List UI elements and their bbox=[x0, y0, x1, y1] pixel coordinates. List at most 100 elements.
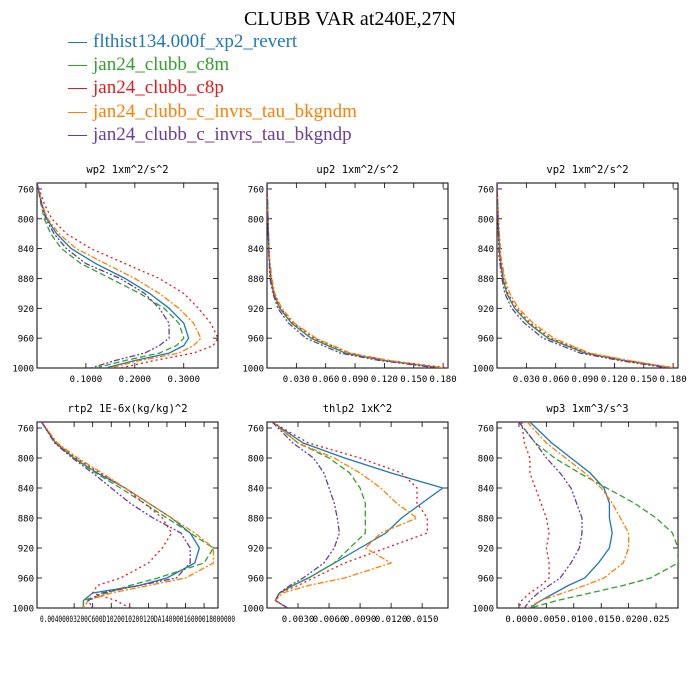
legend-label: jan24_clubb_c_invrs_tau_bkgndp bbox=[93, 124, 352, 146]
x-tick-label: 0.1000 bbox=[70, 375, 103, 385]
panel-frame bbox=[496, 182, 679, 369]
y-tick-label: 960 bbox=[248, 575, 264, 585]
series-line bbox=[497, 183, 677, 368]
series-line bbox=[271, 422, 419, 608]
y-tick-label: 920 bbox=[18, 305, 34, 315]
series-line bbox=[497, 183, 674, 368]
y-tick-label: 960 bbox=[248, 335, 264, 345]
x-tick-label: 0.010 bbox=[560, 615, 587, 625]
y-tick-label: 760 bbox=[248, 425, 264, 435]
panel-frame bbox=[496, 421, 679, 609]
legend-swatch: — bbox=[68, 124, 87, 146]
y-tick-label: 840 bbox=[478, 485, 494, 495]
y-tick-label: 920 bbox=[478, 305, 494, 315]
series-line bbox=[37, 183, 190, 368]
panel-frame bbox=[266, 182, 449, 369]
legend-swatch: — bbox=[68, 100, 87, 122]
legend-entry: — jan24_clubb_c8m bbox=[68, 53, 357, 76]
panel-title: up2 1xm^2/s^2 bbox=[316, 164, 398, 176]
series-line bbox=[37, 183, 170, 368]
series-line bbox=[37, 183, 202, 368]
series-line bbox=[37, 183, 218, 368]
x-tick-label: 0.0030 bbox=[282, 615, 315, 625]
y-tick-label: 840 bbox=[18, 245, 34, 255]
x-tick-label: 0.0120 bbox=[375, 615, 408, 625]
series-line bbox=[267, 183, 439, 368]
series-line bbox=[497, 183, 669, 368]
legend-swatch: — bbox=[68, 30, 87, 52]
panel-title: rtp2 1E-6x(kg/kg)^2 bbox=[67, 403, 187, 415]
chart-panel: wp3 1xm^3/s^3 760 800 840 880 920 960 1000 0.000… bbox=[472, 403, 679, 625]
series-line bbox=[526, 422, 630, 608]
y-tick-label: 920 bbox=[248, 305, 264, 315]
x-tick-label: 0.000 bbox=[505, 615, 532, 625]
chart-panel: up2 1xm^2/s^2 760 800 840 880 920 960 1000 0.030… bbox=[242, 164, 456, 385]
x-tick-label: 0.090 bbox=[342, 375, 369, 385]
x-tick-label: 0.060 bbox=[312, 375, 339, 385]
x-tick-label: 0.150 bbox=[630, 375, 657, 385]
series-line bbox=[267, 183, 448, 368]
panel-title: wp3 1xm^3/s^3 bbox=[546, 403, 628, 415]
y-tick-label: 1000 bbox=[12, 365, 34, 375]
y-tick-label: 1000 bbox=[242, 365, 264, 375]
x-tick-label: 0.030 bbox=[283, 375, 310, 385]
series-line bbox=[271, 422, 366, 608]
x-tick-label: 0.020 bbox=[615, 615, 642, 625]
panel-title: thlp2 1xK^2 bbox=[323, 403, 393, 415]
series-line bbox=[271, 422, 341, 608]
y-tick-label: 800 bbox=[248, 455, 264, 465]
legend-swatch: — bbox=[68, 77, 87, 99]
y-tick-label: 920 bbox=[18, 545, 34, 555]
y-tick-label: 840 bbox=[248, 485, 264, 495]
panel-frame bbox=[266, 421, 449, 609]
series-line bbox=[518, 422, 550, 608]
y-tick-label: 880 bbox=[478, 275, 494, 285]
x-tick-label: 0.2000 bbox=[119, 375, 152, 385]
series-line bbox=[518, 422, 583, 608]
y-tick-label: 1000 bbox=[472, 605, 494, 615]
y-tick-label: 800 bbox=[248, 215, 264, 225]
legend-entry: — jan24_clubb_c_invrs_tau_bkgndm bbox=[68, 100, 357, 123]
series-line bbox=[267, 183, 444, 368]
figure-title: CLUBB VAR at240E,27N bbox=[243, 8, 457, 30]
legend-label: jan24_clubb_c8m bbox=[93, 54, 230, 76]
y-tick-label: 960 bbox=[18, 575, 34, 585]
y-tick-label: 880 bbox=[18, 515, 34, 525]
x-tick-label: 0.005 bbox=[533, 615, 560, 625]
x-tick-label: 0.0060 bbox=[313, 615, 346, 625]
chart-panel: rtp2 1E-6x(kg/kg)^2 760 800 840 880 920 960 100… bbox=[12, 403, 235, 625]
legend-entry: — jan24_clubb_c8p bbox=[68, 77, 357, 100]
y-tick-label: 760 bbox=[248, 185, 264, 195]
y-tick-label: 960 bbox=[478, 575, 494, 585]
legend-entry: — flthist134.000f_xp2_revert bbox=[68, 30, 357, 53]
y-tick-label: 760 bbox=[478, 425, 494, 435]
y-tick-label: 1000 bbox=[242, 605, 264, 615]
series-line bbox=[267, 183, 444, 368]
y-tick-label: 880 bbox=[248, 275, 264, 285]
x-tick-label: 0.120 bbox=[371, 375, 398, 385]
series-line bbox=[41, 422, 201, 608]
panel-frame bbox=[36, 421, 219, 609]
series-line bbox=[271, 422, 445, 608]
x-tick-label: 0.090 bbox=[572, 375, 599, 385]
series-line bbox=[267, 183, 444, 368]
x-tick-label: 0.180 bbox=[660, 375, 687, 385]
y-tick-label: 1000 bbox=[472, 365, 494, 375]
legend-label: jan24_clubb_c_invrs_tau_bkgndm bbox=[93, 100, 357, 122]
series-line bbox=[529, 422, 613, 608]
x-tick-label: 0.060 bbox=[542, 375, 569, 385]
y-tick-label: 880 bbox=[18, 275, 34, 285]
y-tick-label: 760 bbox=[18, 425, 34, 435]
legend-label: jan24_clubb_c8p bbox=[93, 77, 224, 99]
x-tick-label: 0.150 bbox=[400, 375, 427, 385]
x-tick-label: 0.030 bbox=[513, 375, 540, 385]
series-line bbox=[41, 422, 191, 608]
y-tick-label: 800 bbox=[478, 215, 494, 225]
panel-title: wp2 1xm^2/s^2 bbox=[86, 164, 168, 176]
x-tick-label: 0.120 bbox=[601, 375, 628, 385]
x-tick-label: 0.015 bbox=[588, 615, 615, 625]
panel-title: vp2 1xm^2/s^2 bbox=[546, 164, 628, 176]
series-line bbox=[41, 422, 215, 608]
